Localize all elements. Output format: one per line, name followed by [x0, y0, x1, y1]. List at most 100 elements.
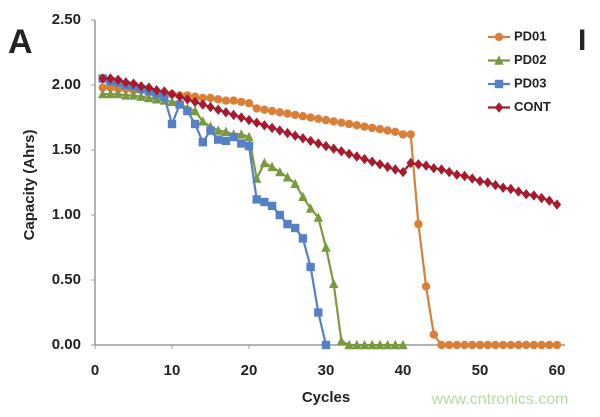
marker	[475, 176, 485, 187]
marker	[167, 119, 177, 129]
marker	[506, 340, 515, 350]
marker	[259, 157, 270, 168]
marker	[229, 96, 238, 105]
marker	[545, 340, 554, 350]
marker	[237, 112, 246, 123]
marker	[382, 339, 393, 350]
marker	[375, 159, 385, 170]
corner-label: I	[578, 24, 586, 57]
marker	[213, 125, 223, 135]
marker	[267, 201, 277, 211]
marker	[537, 340, 546, 350]
marker	[491, 179, 500, 191]
marker	[214, 95, 223, 104]
marker	[498, 340, 508, 350]
marker	[98, 73, 107, 84]
marker	[306, 262, 315, 272]
marker	[160, 86, 169, 97]
watermark: www.cntronics.com	[431, 391, 569, 408]
series-line	[102, 77, 328, 346]
y-tick-label: 0.00	[52, 336, 81, 353]
marker	[552, 199, 562, 210]
legend-marker	[494, 102, 504, 113]
marker	[221, 96, 231, 105]
marker	[329, 117, 338, 126]
marker	[167, 96, 177, 107]
marker	[275, 125, 284, 136]
marker	[98, 88, 108, 99]
marker	[383, 161, 392, 173]
marker	[151, 94, 162, 104]
marker	[275, 108, 284, 117]
marker	[137, 81, 146, 92]
marker	[437, 340, 446, 350]
marker	[337, 118, 346, 127]
marker	[344, 119, 354, 129]
marker	[236, 129, 246, 139]
marker	[475, 340, 485, 350]
marker	[391, 127, 400, 136]
marker	[306, 135, 315, 147]
marker	[414, 219, 423, 229]
marker	[98, 83, 107, 92]
marker	[352, 339, 362, 350]
panel-label: A	[8, 23, 33, 61]
marker	[483, 177, 492, 188]
marker	[260, 120, 269, 131]
marker	[106, 83, 115, 92]
marker	[398, 130, 408, 139]
marker	[329, 143, 338, 154]
marker	[267, 106, 277, 116]
marker	[244, 114, 254, 126]
marker	[183, 94, 192, 105]
marker	[260, 105, 269, 114]
marker	[214, 135, 223, 144]
marker	[445, 166, 454, 178]
marker	[221, 136, 231, 146]
marker	[175, 91, 184, 102]
marker	[421, 282, 431, 291]
marker	[121, 90, 131, 100]
legend-label: PD01	[514, 28, 547, 43]
marker	[190, 96, 200, 108]
marker	[321, 115, 331, 125]
marker	[198, 116, 208, 126]
marker	[267, 122, 277, 134]
x-tick-label: 50	[472, 362, 489, 379]
marker	[383, 126, 392, 135]
legend-label: CONT	[514, 99, 551, 114]
marker	[452, 340, 462, 350]
marker	[291, 223, 300, 233]
marker	[352, 121, 361, 130]
marker	[129, 78, 138, 89]
marker	[460, 170, 469, 182]
x-tick-label: 40	[395, 362, 412, 379]
marker	[537, 192, 546, 204]
y-axis-label: Capacity (Ahrs)	[21, 130, 38, 241]
legend-marker	[494, 32, 504, 42]
marker	[113, 74, 123, 85]
marker	[368, 156, 377, 167]
x-tick-label: 30	[318, 362, 335, 379]
marker	[314, 114, 323, 124]
marker	[406, 130, 415, 139]
marker	[206, 101, 215, 113]
marker	[113, 84, 123, 94]
marker	[529, 340, 539, 350]
marker	[291, 130, 300, 141]
marker	[252, 117, 261, 128]
marker	[298, 191, 308, 201]
marker	[514, 340, 523, 350]
legend-marker	[494, 79, 504, 89]
series-line	[102, 93, 403, 347]
marker	[421, 160, 431, 171]
marker	[514, 186, 523, 197]
marker	[128, 90, 139, 100]
y-tick-label: 1.00	[52, 206, 81, 223]
marker	[398, 166, 408, 178]
marker	[360, 122, 369, 131]
marker	[144, 92, 154, 103]
marker	[198, 138, 207, 147]
x-tick-label: 20	[241, 362, 258, 379]
